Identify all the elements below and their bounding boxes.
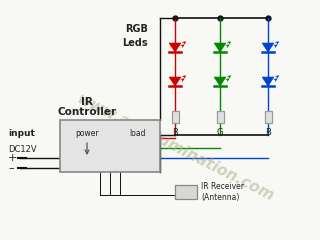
Polygon shape [169, 77, 181, 86]
Text: +: + [8, 153, 17, 163]
Text: Controller: Controller [57, 107, 116, 117]
Polygon shape [214, 43, 226, 52]
Text: DC12V: DC12V [8, 145, 36, 154]
Bar [175, 185, 197, 199]
Polygon shape [169, 43, 181, 52]
Text: power: power [75, 130, 99, 138]
Bar [265, 111, 271, 123]
Bar [60, 120, 160, 172]
Text: B: B [265, 128, 271, 137]
Text: IR Receiver
(Antenna): IR Receiver (Antenna) [201, 182, 244, 202]
Bar [172, 111, 179, 123]
Polygon shape [214, 77, 226, 86]
Text: IR: IR [81, 97, 93, 107]
Text: G: G [217, 128, 223, 137]
Text: RGB
Leds: RGB Leds [122, 24, 148, 48]
Text: –: – [8, 163, 14, 173]
Bar [217, 111, 223, 123]
Text: input: input [8, 129, 35, 138]
Text: www.autolumination.com: www.autolumination.com [74, 91, 276, 204]
Text: load: load [130, 130, 146, 138]
Polygon shape [262, 77, 274, 86]
Text: R: R [172, 128, 178, 137]
Polygon shape [262, 43, 274, 52]
